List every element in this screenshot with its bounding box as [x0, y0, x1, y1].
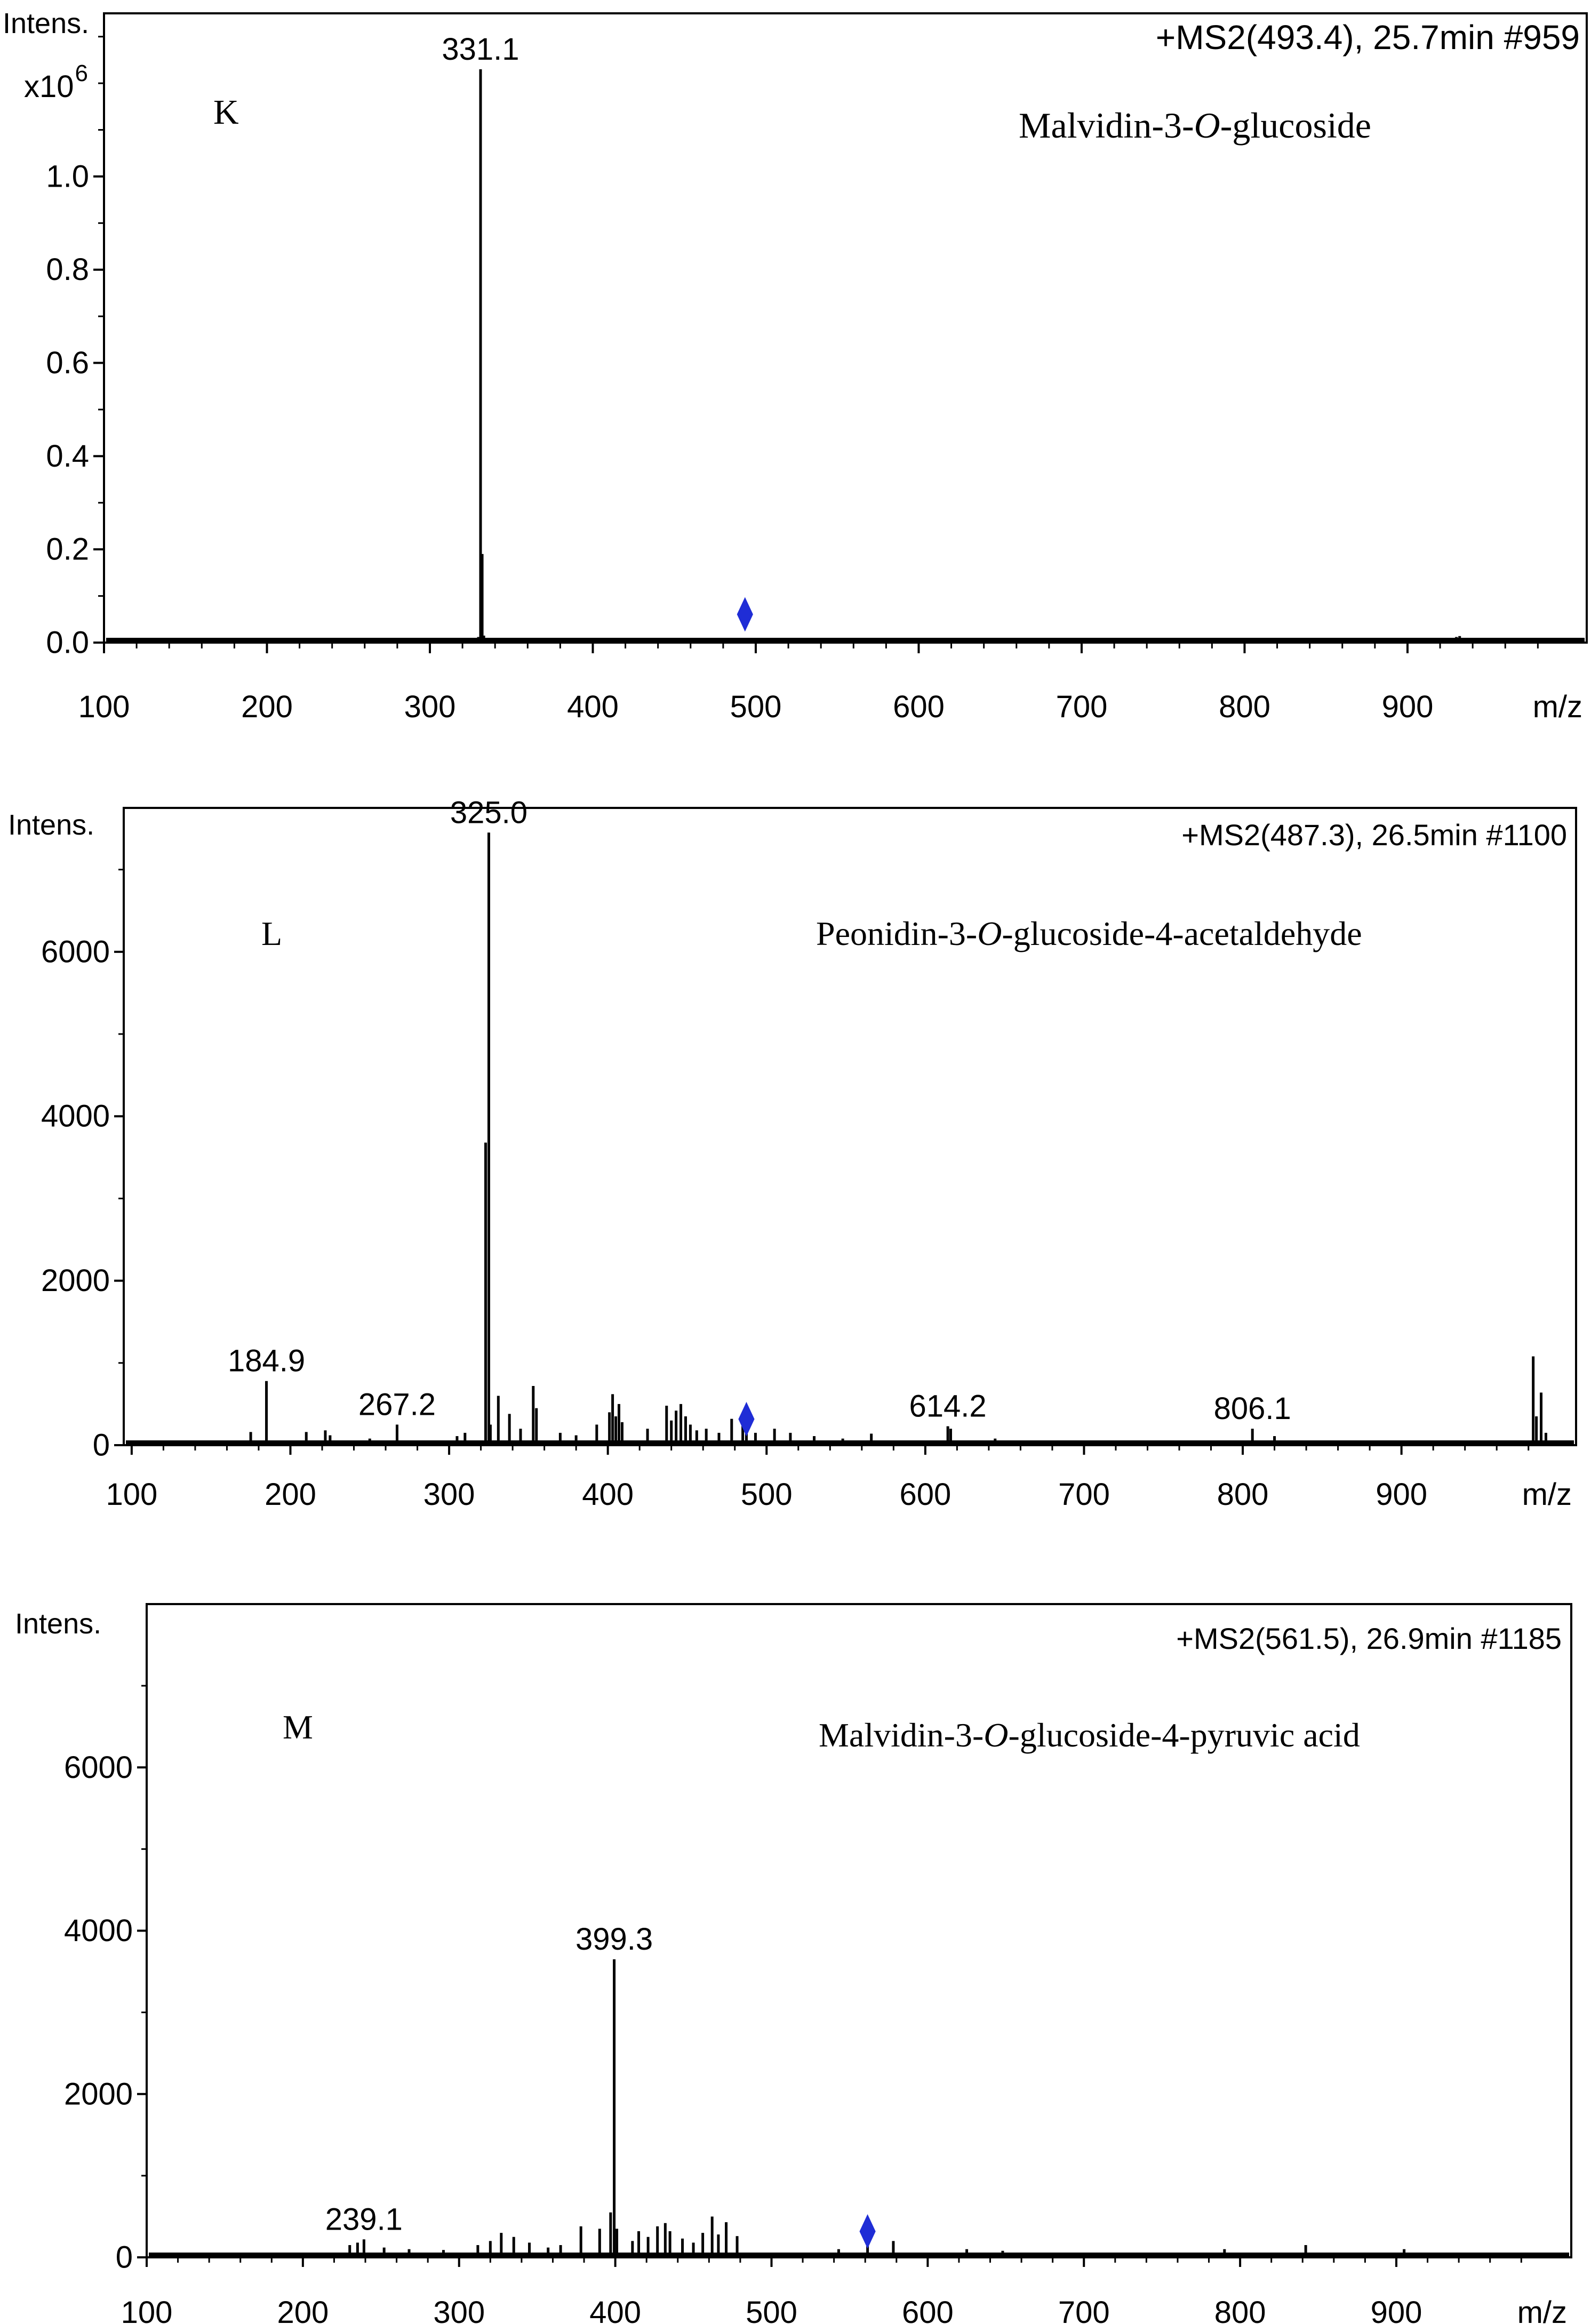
- compound-name-italic: O: [984, 1716, 1008, 1754]
- x-tick-label: 200: [277, 2295, 329, 2324]
- x-tick-label: 300: [423, 1477, 475, 1512]
- plot-frame: [123, 807, 1577, 1446]
- compound-name-italic: O: [977, 915, 1002, 952]
- x-tick-label: 300: [404, 690, 456, 724]
- y-tick-label: 4000: [41, 1099, 110, 1134]
- y-tick-label: 0.8: [46, 252, 89, 287]
- y-tick-label: 6000: [64, 1750, 133, 1785]
- x-tick-label: 800: [1219, 690, 1270, 724]
- compound-name-part: Malvidin-3-: [1019, 105, 1194, 146]
- y-tick-label: 0.0: [46, 626, 89, 660]
- spectrum-panel-l: 0 2000 4000 6000 100 200 300 400 500 600 700 800 900…: [8, 795, 1577, 1512]
- x-tick-label: 700: [1058, 2295, 1110, 2324]
- x-tick-label: 500: [730, 690, 782, 724]
- compound-name-italic: O: [1194, 105, 1220, 146]
- panel-letter: L: [261, 915, 282, 952]
- y-scale-exponent: 6: [75, 60, 88, 86]
- x-axis-label: m/z: [1517, 2295, 1567, 2324]
- spectrum-panel-k: 0.0 0.2 0.4 0.6 0.8 1.0 100 200 300 400 500 600 700 8…: [3, 7, 1588, 724]
- precursor-marker: [738, 1401, 755, 1437]
- peak-label: 184.9: [228, 1344, 305, 1379]
- compound-name: Malvidin-3-O-glucoside-4-pyruvic acid: [819, 1716, 1360, 1754]
- compound-name-part: Malvidin-3-: [819, 1716, 984, 1754]
- precursor-marker: [859, 2214, 876, 2249]
- x-tick-label: 500: [741, 1477, 793, 1512]
- y-tick-label: 0: [93, 1428, 110, 1463]
- scan-header: +MS2(493.4), 25.7min #959: [1156, 18, 1580, 57]
- peak-label: 267.2: [358, 1387, 436, 1422]
- compound-name-part: Peonidin-3-: [816, 915, 977, 952]
- x-tick-label: 200: [241, 690, 293, 724]
- peak-label: 806.1: [1214, 1391, 1291, 1426]
- peak-label: 331.1: [442, 32, 519, 67]
- x-tick-label: 700: [1058, 1477, 1110, 1512]
- y-tick-label: 0.6: [46, 346, 89, 380]
- x-axis-label: m/z: [1522, 1477, 1572, 1512]
- x-tick-label: 900: [1382, 690, 1434, 724]
- x-tick-label: 100: [106, 1477, 157, 1512]
- y-axis-label: Intens.: [8, 809, 94, 841]
- x-tick-label: 100: [121, 2295, 173, 2324]
- x-tick-label: 700: [1056, 690, 1108, 724]
- peak-label: 399.3: [575, 1922, 653, 1957]
- scan-header: +MS2(487.3), 26.5min #1100: [1181, 818, 1567, 852]
- x-axis-label: m/z: [1533, 690, 1582, 724]
- x-tick-label: 400: [567, 690, 619, 724]
- y-axis-label: Intens.: [3, 7, 89, 39]
- peak-label: 325.0: [450, 795, 527, 830]
- spectrum-panel-m: 0 2000 4000 6000 100 200 300 400 500 600 700 800 900…: [15, 1603, 1572, 2324]
- y-scale-multiplier: x10: [24, 69, 74, 104]
- compound-name: Malvidin-3-O-glucoside: [1019, 105, 1371, 146]
- x-tick-label: 500: [746, 2295, 797, 2324]
- x-tick-label: 900: [1376, 1477, 1427, 1512]
- peak-label: 239.1: [325, 2202, 403, 2237]
- y-tick-label: 0: [116, 2240, 133, 2275]
- precursor-marker: [737, 597, 753, 632]
- compound-name: Peonidin-3-O-glucoside-4-acetaldehyde: [816, 915, 1362, 952]
- peak-label: 614.2: [909, 1389, 987, 1424]
- y-axis-label: Intens.: [15, 1608, 101, 1640]
- y-tick-label: 2000: [64, 2077, 133, 2111]
- x-tick-label: 600: [893, 690, 945, 724]
- x-tick-label: 800: [1217, 1477, 1269, 1512]
- y-tick-label: 4000: [64, 1913, 133, 1948]
- x-tick-label: 900: [1371, 2295, 1422, 2324]
- plot-frame: [103, 12, 1588, 644]
- x-tick-label: 800: [1214, 2295, 1266, 2324]
- x-tick-label: 600: [902, 2295, 954, 2324]
- x-tick-label: 200: [265, 1477, 316, 1512]
- scan-header: +MS2(561.5), 26.9min #1185: [1176, 1622, 1562, 1655]
- x-tick-label: 600: [899, 1477, 951, 1512]
- compound-name-part: -glucoside-4-pyruvic acid: [1009, 1716, 1360, 1754]
- y-tick-label: 6000: [41, 934, 110, 969]
- y-tick-label: 0.2: [46, 532, 89, 567]
- x-tick-label: 300: [433, 2295, 485, 2324]
- panel-letter: M: [283, 1708, 313, 1746]
- panel-letter: K: [213, 93, 239, 132]
- y-tick-label: 0.4: [46, 439, 89, 474]
- y-tick-label: 1.0: [46, 159, 89, 194]
- x-tick-label: 100: [78, 690, 130, 724]
- y-tick-label: 2000: [41, 1263, 110, 1298]
- x-tick-label: 400: [589, 2295, 641, 2324]
- compound-name-part: -glucoside: [1220, 105, 1371, 146]
- compound-name-part: -glucoside-4-acetaldehyde: [1002, 915, 1362, 952]
- x-tick-label: 400: [582, 1477, 634, 1512]
